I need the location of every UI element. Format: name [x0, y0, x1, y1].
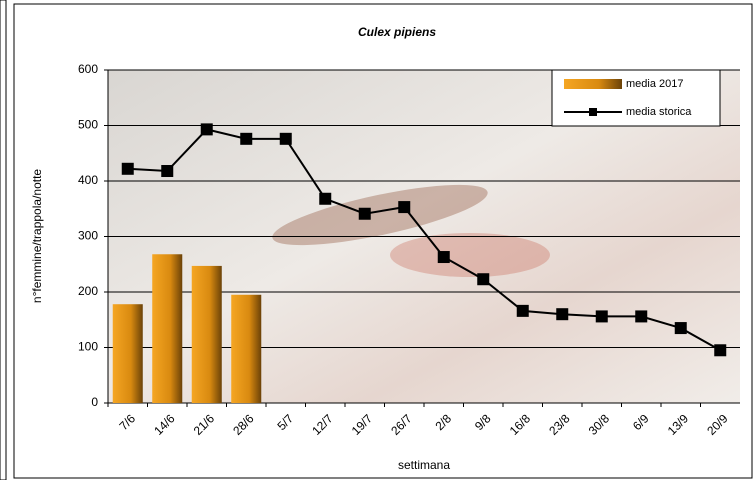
bar [231, 295, 261, 403]
y-tick-label: 0 [91, 395, 98, 409]
line-marker [359, 208, 371, 220]
y-tick-label: 500 [78, 118, 98, 132]
line-marker [556, 308, 568, 320]
legend-label: media storica [626, 106, 692, 118]
line-marker [596, 310, 608, 322]
legend-swatch [589, 108, 597, 116]
line-marker [635, 310, 647, 322]
y-tick-label: 400 [78, 173, 98, 187]
x-axis-label: settimana [398, 458, 450, 472]
line-marker [122, 163, 134, 175]
line-marker [714, 344, 726, 356]
y-axis-label: n°femmine/trappola/notte [30, 169, 44, 304]
bar [152, 254, 182, 403]
line-marker [201, 123, 213, 135]
y-tick-label: 300 [78, 229, 98, 243]
line-marker [675, 322, 687, 334]
line-marker [517, 305, 529, 317]
left-frame [0, 0, 6, 480]
line-marker [438, 251, 450, 263]
legend-swatch [564, 79, 622, 89]
y-tick-label: 600 [78, 62, 98, 76]
line-marker [280, 133, 292, 145]
photo-shape [390, 233, 550, 277]
line-marker [319, 193, 331, 205]
line-marker [240, 133, 252, 145]
line-marker [161, 165, 173, 177]
line-marker [477, 273, 489, 285]
line-marker [398, 201, 410, 213]
y-tick-label: 100 [78, 340, 98, 354]
legend-label: media 2017 [626, 78, 684, 90]
chart-title: Culex pipiens [358, 25, 436, 39]
chart: Culex pipiens settimana n°femmine/trappo… [0, 0, 754, 480]
bar [192, 266, 222, 403]
y-tick-label: 200 [78, 284, 98, 298]
bar [113, 304, 143, 403]
